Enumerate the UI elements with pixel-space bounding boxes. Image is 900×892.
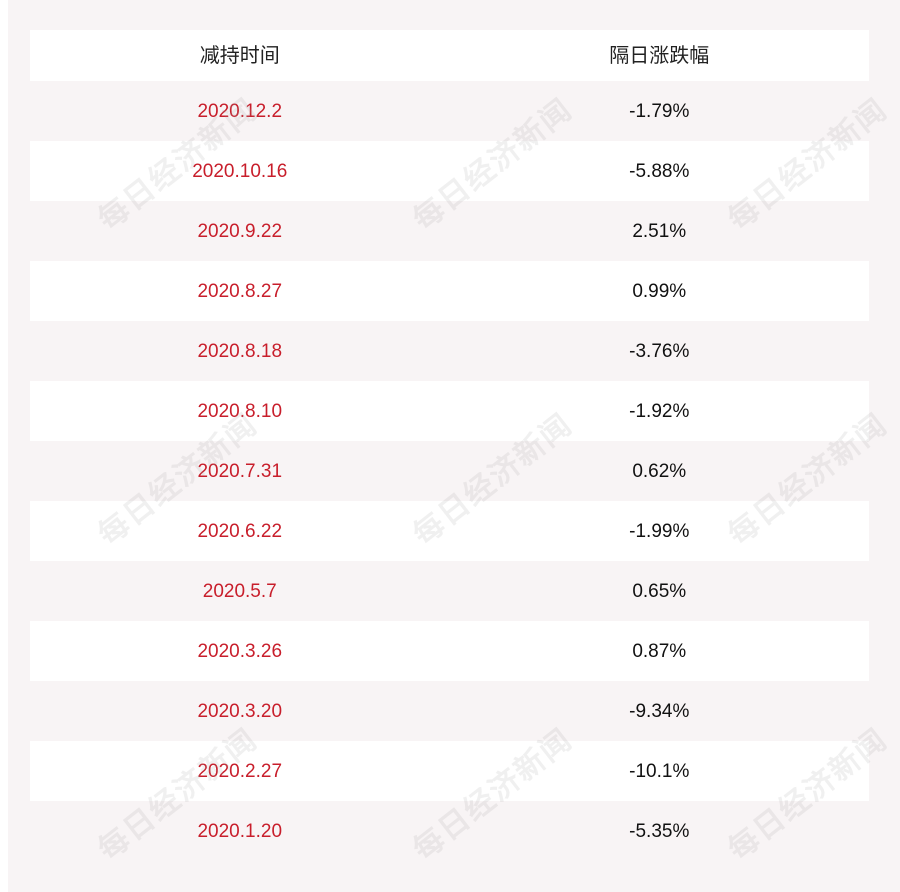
table-row: 2020.3.20 -9.34% — [30, 681, 869, 741]
next-day-change: -5.35% — [629, 820, 690, 842]
header-next-day-change: 隔日涨跌幅 — [609, 44, 710, 67]
reduction-date: 2020.7.31 — [197, 460, 283, 482]
table-row: 2020.3.26 0.87% — [30, 621, 869, 681]
table-row: 2020.12.2 -1.79% — [30, 81, 869, 141]
table-row: 2020.9.22 2.51% — [30, 201, 869, 261]
reduction-date: 2020.8.18 — [197, 340, 283, 362]
table-row: 2020.8.10 -1.92% — [30, 381, 869, 441]
next-day-change: -1.99% — [629, 520, 690, 542]
reduction-date: 2020.8.10 — [197, 400, 283, 422]
header-reduction-time: 减持时间 — [199, 44, 280, 67]
next-day-change: 0.99% — [632, 280, 687, 302]
reduction-date: 2020.3.26 — [197, 640, 283, 662]
next-day-change: -1.92% — [629, 400, 690, 422]
table-row: 2020.8.18 -3.76% — [30, 321, 869, 381]
table-row: 2020.8.27 0.99% — [30, 261, 869, 321]
table-row: 2020.10.16 -5.88% — [30, 141, 869, 201]
reduction-date: 2020.3.20 — [197, 700, 283, 722]
next-day-change: 0.87% — [632, 640, 687, 662]
table-row: 2020.7.31 0.62% — [30, 441, 869, 501]
reduction-date: 2020.2.27 — [197, 760, 283, 782]
next-day-change: 0.65% — [632, 580, 687, 602]
reduction-date: 2020.12.2 — [197, 100, 283, 122]
reduction-date: 2020.8.27 — [197, 280, 283, 302]
next-day-change: -5.88% — [629, 160, 690, 182]
table-row: 2020.6.22 -1.99% — [30, 501, 869, 561]
next-day-change: -10.1% — [629, 760, 690, 782]
reduction-date: 2020.6.22 — [197, 520, 283, 542]
next-day-change: 2.51% — [632, 220, 687, 242]
table-row: 2020.2.27 -10.1% — [30, 741, 869, 801]
next-day-change: 0.62% — [632, 460, 687, 482]
reduction-table: 减持时间 隔日涨跌幅 2020.12.2 -1.79% 2020.10.16 -… — [30, 30, 869, 861]
table-row: 2020.5.7 0.65% — [30, 561, 869, 621]
reduction-date: 2020.1.20 — [197, 820, 283, 842]
reduction-date: 2020.10.16 — [192, 160, 288, 182]
next-day-change: -3.76% — [629, 340, 690, 362]
next-day-change: -9.34% — [629, 700, 690, 722]
reduction-date: 2020.9.22 — [197, 220, 283, 242]
table-header-row: 减持时间 隔日涨跌幅 — [30, 30, 869, 81]
next-day-change: -1.79% — [629, 100, 690, 122]
reduction-date: 2020.5.7 — [202, 580, 277, 602]
table-row: 2020.1.20 -5.35% — [30, 801, 869, 861]
